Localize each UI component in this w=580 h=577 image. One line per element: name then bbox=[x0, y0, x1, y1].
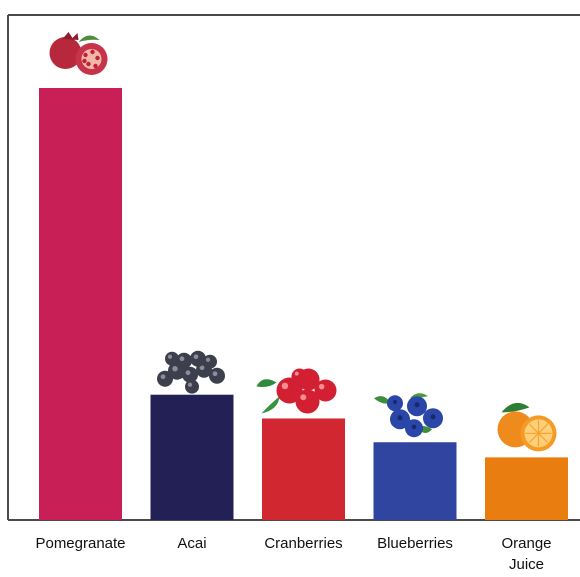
x-tick-label-line: Juice bbox=[509, 556, 544, 573]
acai-berries-icon bbox=[157, 350, 225, 394]
x-tick-label: Cranberries bbox=[264, 535, 342, 552]
x-tick-label: Blueberries bbox=[377, 535, 453, 552]
orange-icon bbox=[497, 402, 557, 452]
bar-cranberries bbox=[262, 418, 345, 520]
blueberries-icon bbox=[374, 393, 443, 438]
bar-blueberries bbox=[373, 442, 457, 520]
cranberries-icon bbox=[256, 368, 337, 414]
x-tick-label: Orange Juice bbox=[501, 535, 551, 573]
fruit-icons bbox=[49, 32, 557, 452]
tick-labels: Pomegranate Acai Cranberries Blueberries Ora… bbox=[35, 535, 551, 573]
bars bbox=[39, 88, 568, 520]
bar-acai bbox=[150, 394, 234, 520]
x-tick-label: Pomegranate bbox=[35, 535, 125, 552]
x-tick-label-line: Orange bbox=[501, 535, 551, 552]
bar-pomegranate bbox=[39, 88, 122, 520]
x-tick-label: Acai bbox=[177, 535, 206, 552]
bar-orange-juice bbox=[485, 457, 568, 520]
pomegranate-icon bbox=[49, 32, 108, 75]
